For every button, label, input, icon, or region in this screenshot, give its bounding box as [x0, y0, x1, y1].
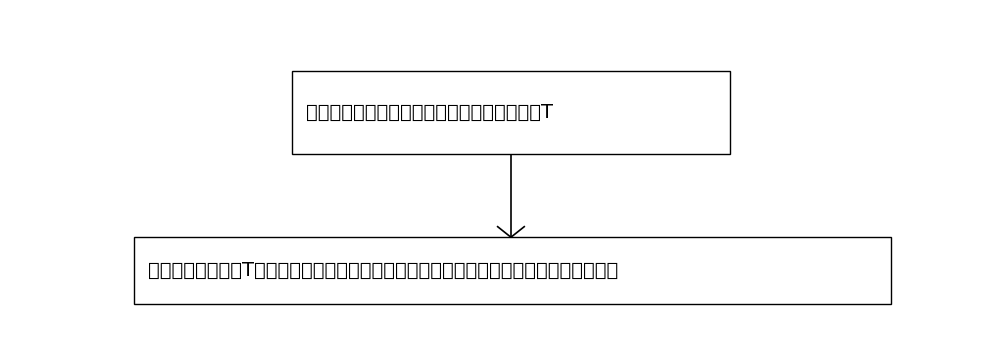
Bar	[292, 71, 730, 154]
Text: 获取终端当前功率和终端当前所处的环境温度T: 获取终端当前功率和终端当前所处的环境温度T	[306, 103, 553, 122]
Text: 判断当前环境温度T所处的温度区间，依据温度区间对获取的当前功率进行对应的系数补偿: 判断当前环境温度T所处的温度区间，依据温度区间对获取的当前功率进行对应的系数补偿	[148, 261, 618, 280]
Bar	[134, 237, 891, 304]
